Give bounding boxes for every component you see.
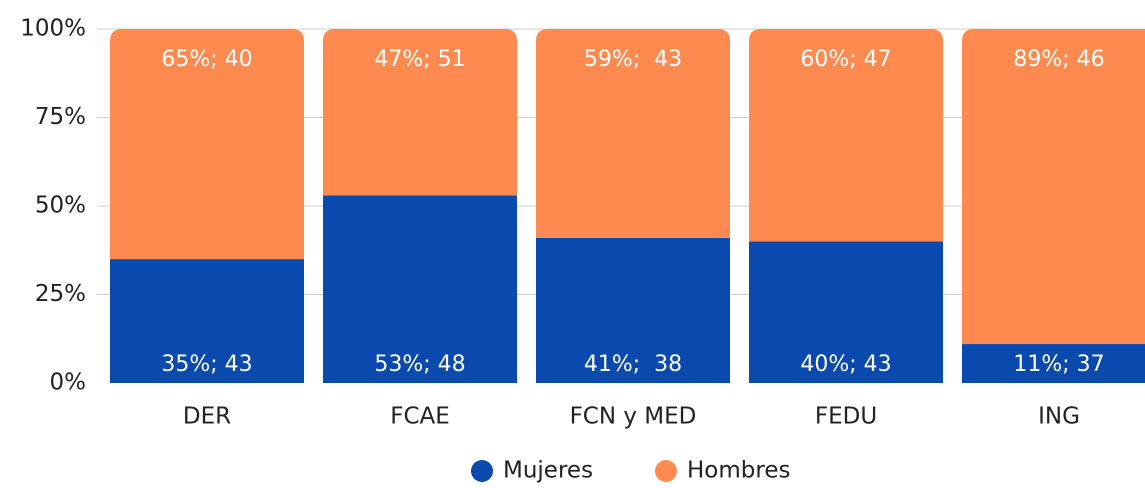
bar-segment — [962, 344, 1145, 383]
data-label: 41%; 38 — [584, 352, 682, 377]
data-label: 53%; 48 — [374, 352, 465, 377]
legend-marker — [471, 460, 493, 482]
y-tick-label: 100% — [20, 16, 86, 42]
bar-segment — [536, 29, 730, 238]
bar-segment — [749, 241, 943, 383]
bar-segment — [536, 237, 730, 383]
legend-label: Hombres — [687, 458, 790, 484]
x-tick-label: FEDU — [815, 404, 877, 430]
bar-segment — [962, 29, 1145, 345]
data-label: 89%; 46 — [1013, 47, 1104, 72]
legend-marker — [655, 460, 677, 482]
data-label: 40%; 43 — [800, 352, 891, 377]
x-tick-label: FCN y MED — [570, 404, 697, 430]
y-tick-label: 0% — [50, 370, 87, 396]
bar-segment — [323, 195, 517, 383]
data-label: 47%; 51 — [374, 47, 465, 72]
x-tick-label: FCAE — [390, 404, 450, 430]
y-tick-label: 75% — [35, 104, 86, 130]
data-label: 60%; 47 — [800, 47, 891, 72]
data-label: 11%; 37 — [1013, 352, 1104, 377]
bar-segment — [323, 29, 517, 196]
data-label: 35%; 43 — [161, 352, 252, 377]
x-tick-label: ING — [1038, 404, 1080, 430]
legend-label: Mujeres — [503, 458, 593, 484]
bar-segment — [110, 259, 304, 383]
bar-segment — [749, 29, 943, 242]
data-label: 59%; 43 — [584, 47, 682, 72]
data-label: 65%; 40 — [161, 47, 252, 72]
x-tick-label: DER — [183, 404, 231, 430]
y-tick-label: 25% — [35, 281, 86, 307]
bar-segment — [110, 29, 304, 260]
y-tick-label: 50% — [35, 193, 86, 219]
